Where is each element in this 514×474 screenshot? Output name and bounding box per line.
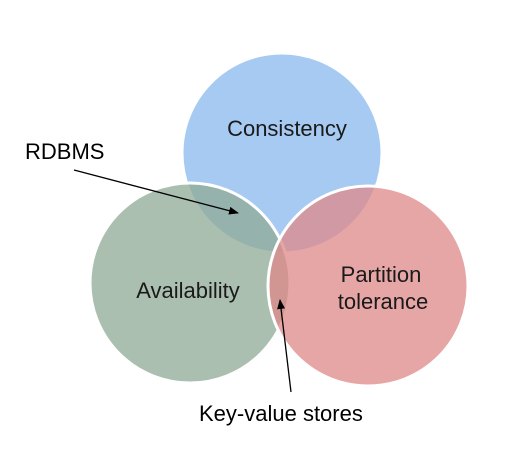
- label-partition-line1: Partition: [341, 262, 422, 287]
- arrow-rdbms: [73, 169, 239, 215]
- label-consistency: Consistency: [227, 116, 347, 141]
- arrow-key-value: [277, 299, 292, 393]
- circle-partition: [266, 184, 470, 388]
- callout-rdbms: RDBMS: [25, 139, 104, 164]
- callout-key-value: Key-value stores: [199, 401, 363, 426]
- label-partition-line2: tolerance: [338, 289, 429, 314]
- label-availability: Availability: [136, 278, 240, 303]
